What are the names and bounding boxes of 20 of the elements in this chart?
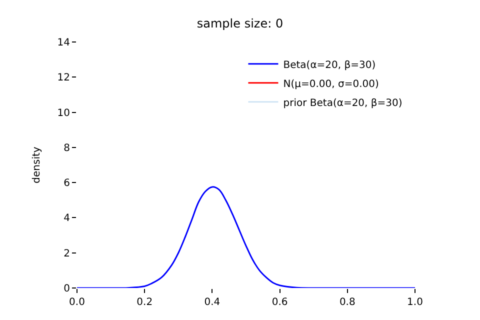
legend-label: N(μ=0.00, σ=0.00) (283, 78, 379, 90)
y-tick-label: 12 (57, 72, 70, 84)
y-tick-label: 8 (64, 142, 70, 154)
y-tick-label: 0 (64, 284, 70, 294)
x-tick-label: 0.6 (272, 297, 288, 308)
x-tick-label: 0.2 (136, 297, 153, 308)
y-tick-label: 4 (64, 213, 70, 224)
y-tick-label: 14 (57, 38, 70, 48)
y-tick-label: 10 (57, 108, 70, 119)
x-tick-label: 0.0 (69, 297, 85, 308)
legend-label: prior Beta(α=20, β=30) (283, 98, 402, 109)
chart-title: sample size: 0 (196, 16, 284, 31)
y-axis-title: density (31, 146, 42, 184)
line-series (77, 186, 415, 288)
legend-label: Beta(α=20, β=30) (283, 60, 376, 71)
x-tick-label: 0.4 (204, 297, 220, 308)
y-tick-label: 6 (64, 178, 70, 190)
y-tick-label: 2 (64, 248, 70, 260)
x-tick-label: 0.8 (339, 297, 356, 308)
x-tick-label: 1.0 (407, 297, 423, 308)
